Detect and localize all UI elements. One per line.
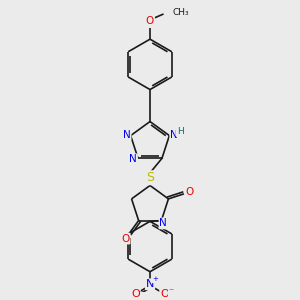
Text: N: N [129, 154, 137, 164]
Text: N: N [123, 130, 130, 140]
Text: N: N [170, 130, 178, 140]
Text: O: O [146, 16, 154, 26]
Text: O: O [185, 187, 194, 197]
Text: O: O [131, 289, 140, 299]
Text: S: S [146, 171, 154, 184]
Text: N: N [160, 218, 167, 229]
Text: O: O [122, 234, 130, 244]
Text: H: H [177, 127, 183, 136]
Text: ⁻: ⁻ [169, 287, 174, 297]
Text: +: + [152, 277, 158, 283]
Text: O: O [160, 289, 169, 299]
Text: N: N [146, 279, 154, 289]
Text: CH₃: CH₃ [172, 8, 189, 16]
